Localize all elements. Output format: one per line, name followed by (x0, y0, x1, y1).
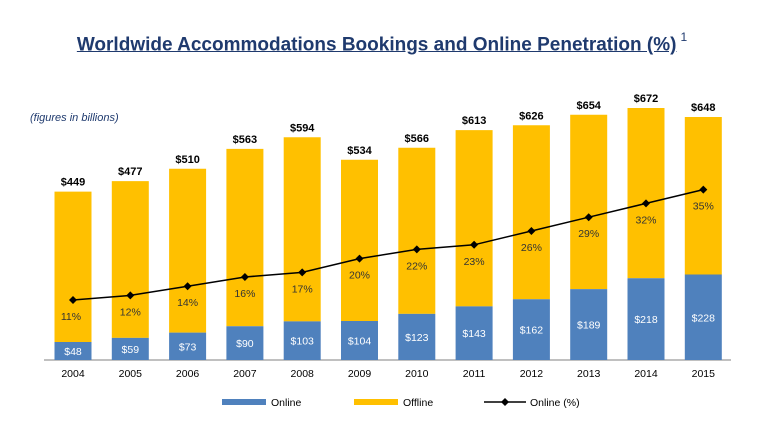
online-pct-marker (240, 273, 249, 281)
bar-total-label: $510 (175, 154, 199, 166)
bar-offline (341, 159, 378, 321)
bar-online (283, 321, 321, 360)
online-pct-marker (355, 254, 364, 263)
title-footnote-marker: 1 (680, 30, 688, 44)
x-tick-label: 2009 (348, 368, 372, 380)
legend-swatch-online (222, 399, 266, 405)
bar-offline (226, 148, 264, 327)
legend-label-offline: Offline (403, 397, 433, 409)
online-pct-marker (642, 199, 650, 208)
online-pct-marker (298, 268, 307, 277)
online-pct-label: 35% (693, 201, 714, 213)
bar-total-label: $672 (634, 93, 658, 105)
bar-offline (570, 114, 608, 290)
legend-label-online-pct: Online (%) (530, 397, 580, 409)
online-pct-line (72, 188, 704, 301)
bar-online-label: $189 (577, 320, 601, 332)
bar-total-label: $613 (462, 115, 486, 127)
online-pct-marker (69, 296, 77, 304)
online-pct-marker (699, 185, 708, 194)
bar-online-label: $228 (692, 312, 716, 324)
bar-online (54, 342, 92, 360)
online-pct-label: 16% (234, 288, 255, 300)
bar-total-label: $566 (405, 133, 429, 145)
bar-offline (512, 125, 550, 300)
bar-online (111, 337, 149, 360)
bar-online-label: $162 (520, 325, 544, 337)
online-pct-label: 32% (635, 214, 656, 226)
bar-total-label: $594 (290, 122, 315, 134)
bar-online (512, 299, 550, 360)
bar-online-label: $48 (64, 346, 82, 358)
x-tick-label: 2006 (176, 368, 200, 380)
bar-total-label: $534 (347, 145, 372, 157)
bar-online-label: $104 (348, 336, 372, 348)
x-tick-label: 2015 (692, 368, 716, 380)
online-pct-label: 20% (349, 270, 370, 282)
x-tick-label: 2007 (233, 368, 257, 380)
x-tick-label: 2014 (634, 368, 658, 380)
bar-offline (627, 108, 665, 279)
online-pct-label: 12% (120, 306, 141, 318)
bar-total-label: $626 (519, 110, 543, 122)
online-pct-label: 11% (61, 311, 81, 323)
legend-swatch-marker (501, 398, 509, 406)
bar-total-label: $563 (233, 134, 257, 146)
bar-offline (684, 117, 722, 275)
online-pct-marker (584, 213, 593, 222)
chart-title: Worldwide Accommodations Bookings and On… (0, 30, 764, 56)
bar-online-label: $103 (291, 336, 315, 348)
chart-title-text: Worldwide Accommodations Bookings and On… (76, 34, 677, 56)
bar-total-label: $449 (61, 177, 85, 189)
bar-online-label: $59 (122, 344, 140, 356)
bar-online (455, 306, 493, 360)
bar-total-label: $654 (576, 100, 601, 112)
bar-online (341, 321, 378, 360)
bar-offline (111, 181, 149, 338)
online-pct-marker (412, 245, 421, 254)
online-pct-marker (183, 282, 192, 291)
online-pct-marker (527, 227, 536, 235)
bar-online (684, 274, 722, 360)
bar-online-label: $73 (179, 341, 197, 353)
bar-offline (54, 191, 92, 342)
bar-online-label: $218 (634, 314, 658, 326)
online-pct-marker (470, 240, 479, 249)
online-pct-label: 14% (177, 297, 198, 309)
bar-online (627, 278, 665, 360)
online-pct-label: 22% (406, 260, 427, 272)
bar-total-label: $648 (691, 102, 715, 114)
x-tick-label: 2013 (577, 368, 601, 380)
x-tick-label: 2010 (405, 368, 429, 380)
online-pct-label: 17% (292, 283, 313, 295)
online-pct-label: 29% (578, 228, 599, 240)
legend-label-online: Online (271, 397, 302, 409)
bar-online-label: $123 (405, 332, 429, 344)
online-pct-marker (126, 291, 135, 300)
bar-offline (283, 137, 321, 322)
units-note: (figures in billions) (30, 112, 119, 124)
bar-offline (455, 130, 493, 307)
bar-online (398, 313, 436, 360)
legend-swatch-offline (354, 399, 398, 405)
bar-online (226, 326, 264, 360)
bar-offline (398, 147, 436, 314)
x-tick-label: 2008 (291, 368, 315, 380)
online-pct-label: 23% (464, 256, 485, 268)
x-tick-label: 2011 (463, 368, 486, 380)
x-tick-label: 2005 (119, 368, 143, 380)
x-tick-label: 2012 (520, 368, 544, 380)
online-pct-label: 26% (521, 242, 542, 254)
bar-total-label: $477 (118, 166, 142, 178)
bar-offline (169, 168, 207, 333)
bar-online (570, 289, 608, 360)
bar-online (169, 332, 207, 360)
x-tick-label: 2004 (61, 368, 85, 380)
bar-online-label: $90 (236, 338, 254, 350)
bar-online-label: $143 (462, 328, 486, 340)
